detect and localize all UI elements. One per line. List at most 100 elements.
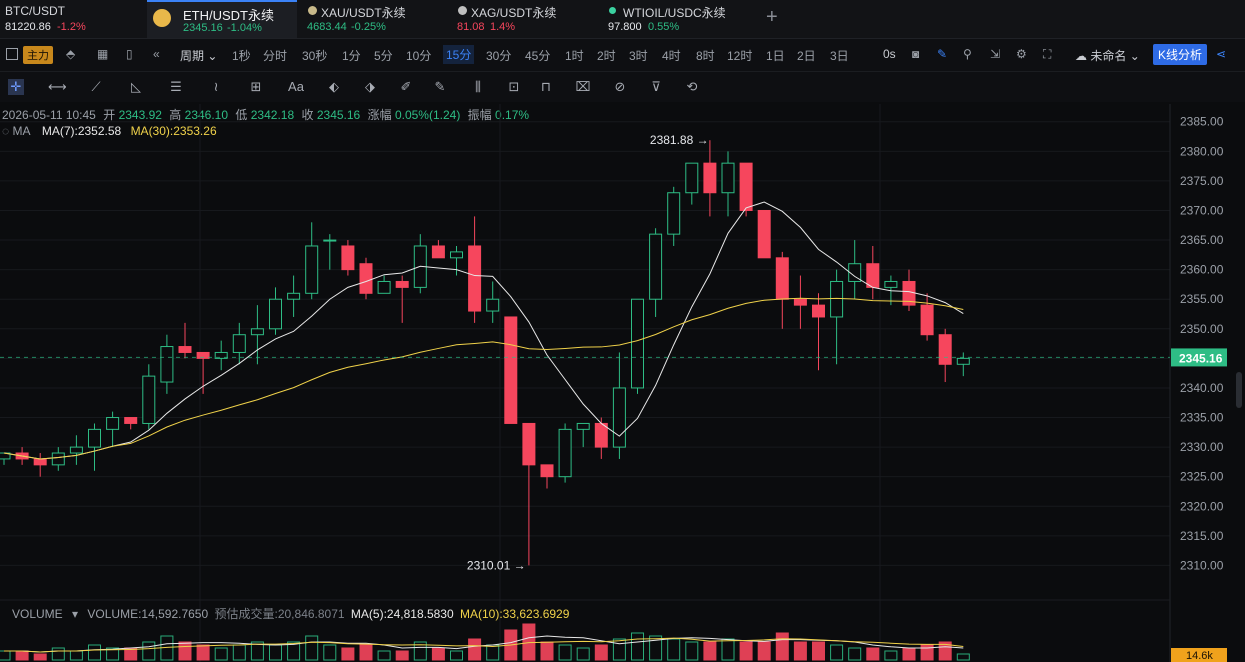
fullscreen-icon[interactable]: ⛶ bbox=[1043, 47, 1052, 61]
horizontal-line-icon[interactable]: ⟷ bbox=[48, 79, 67, 94]
highlight-icon[interactable]: ⬖ bbox=[329, 79, 339, 94]
interval-14[interactable]: 12时 bbox=[727, 49, 753, 63]
interval-4[interactable]: 5分 bbox=[374, 49, 393, 63]
candle-body bbox=[667, 192, 681, 235]
pencil-icon[interactable]: ✎ bbox=[434, 79, 446, 94]
volume-bar bbox=[848, 647, 862, 661]
volume-tag bbox=[1171, 648, 1227, 662]
volume-bar bbox=[667, 638, 681, 661]
layout-icon[interactable]: ▯ bbox=[126, 47, 133, 61]
interval-6[interactable]: 15分 bbox=[443, 45, 475, 64]
gold-icon bbox=[308, 6, 317, 15]
interval-15[interactable]: 1日 bbox=[766, 49, 785, 63]
camera-icon[interactable]: ◙ bbox=[912, 47, 920, 61]
visibility-icon[interactable]: ⊘ bbox=[614, 79, 626, 94]
filter-icon[interactable]: ⊽ bbox=[651, 79, 661, 94]
candle-body bbox=[920, 304, 934, 336]
period-dropdown[interactable]: 周期 ⌄ bbox=[180, 47, 217, 64]
sidebar-toggle-icon[interactable] bbox=[6, 48, 18, 60]
interval-10[interactable]: 2时 bbox=[597, 49, 616, 63]
volume-bar bbox=[830, 644, 844, 661]
interval-5[interactable]: 10分 bbox=[406, 49, 432, 63]
tab-wtioil[interactable]: WTIOIL/USDC永续 97.800 0.55% bbox=[606, 0, 756, 38]
kline-analysis-button[interactable]: K线分析 bbox=[1153, 44, 1208, 65]
sync-icon[interactable]: ⟲ bbox=[686, 79, 698, 94]
tab-xag[interactable]: XAG/USDT永续 81.08 1.4% bbox=[455, 0, 595, 38]
tab-price: 97.800 bbox=[608, 21, 642, 33]
indicator-icon[interactable]: ⬘ bbox=[66, 47, 76, 61]
volume-bar bbox=[486, 644, 500, 661]
close-label: 收 bbox=[301, 108, 314, 122]
edit-icon[interactable]: ✎ bbox=[937, 47, 948, 61]
tab-btc[interactable]: BTC/USDT 81220.86 -1.2% bbox=[0, 0, 142, 38]
tab-symbol: XAU/USDT永续 bbox=[321, 6, 406, 20]
export-icon[interactable]: ⇲ bbox=[990, 47, 1001, 61]
tab-eth[interactable]: ETH/USDT永续 2345.16 -1.04% bbox=[147, 0, 297, 38]
trash-icon[interactable]: ⌧ bbox=[575, 79, 591, 94]
interval-7[interactable]: 30分 bbox=[486, 49, 512, 63]
lock-icon[interactable]: ⊡ bbox=[508, 79, 520, 94]
text-icon[interactable]: Aa bbox=[288, 79, 304, 94]
layout-name-dropdown[interactable]: ☁ 未命名 ⌄ bbox=[1075, 47, 1140, 64]
bar-pattern-icon[interactable]: ⫼ bbox=[475, 79, 481, 94]
trend-line-icon[interactable]: ⟋ bbox=[91, 79, 101, 94]
alert-icon[interactable]: ⚲ bbox=[963, 47, 972, 61]
candle-body bbox=[576, 422, 590, 430]
angle-icon[interactable]: ◺ bbox=[131, 79, 141, 94]
tab-change: 0.55% bbox=[648, 21, 680, 33]
interval-2[interactable]: 30秒 bbox=[302, 49, 328, 63]
share-icon[interactable]: ⋖ bbox=[1216, 47, 1227, 61]
measure-icon[interactable]: ⊞ bbox=[250, 79, 262, 94]
main-force-button[interactable]: 主力 bbox=[23, 46, 53, 64]
chevron-down-icon[interactable]: ▾ bbox=[72, 607, 79, 621]
y-tick-label: 2315.00 bbox=[1180, 529, 1224, 543]
drawing-toolbar: ✛ ⟷ ⟋ ◺ ☰ ≀ ⊞ Aa ⬖ ⬗ ✐ ✎ ⫼ ⊡ ⊓ ⌧ ⊘ ⊽ ⟲ bbox=[0, 72, 1245, 102]
candle-body bbox=[323, 239, 337, 242]
parallel-channel-icon[interactable]: ☰ bbox=[170, 79, 182, 94]
volume-bar bbox=[250, 641, 264, 661]
tab-change: -1.04% bbox=[227, 22, 262, 34]
interval-9[interactable]: 1时 bbox=[565, 49, 584, 63]
brush-icon[interactable]: ⬗ bbox=[365, 79, 375, 94]
add-tab-button[interactable]: + bbox=[766, 6, 778, 28]
low-label: 低 bbox=[235, 108, 248, 122]
candle-body bbox=[341, 245, 355, 271]
tab-xau[interactable]: XAU/USDT永续 4683.44 -0.25% bbox=[305, 0, 445, 38]
high-annotation: 2381.88 → bbox=[650, 133, 709, 147]
volume-bar bbox=[558, 644, 572, 661]
interval-11[interactable]: 3时 bbox=[629, 49, 648, 63]
interval-1[interactable]: 分时 bbox=[263, 49, 288, 63]
interval-0[interactable]: 1秒 bbox=[232, 49, 251, 63]
tab-price: 2345.16 bbox=[183, 22, 223, 34]
period-label: 周期 bbox=[180, 49, 205, 63]
ma30-value: MA(30):2353.26 bbox=[130, 124, 217, 138]
interval-17[interactable]: 3日 bbox=[830, 49, 849, 63]
y-tick-label: 2370.00 bbox=[1180, 203, 1224, 217]
volume-tag-label: 14.6k bbox=[1186, 650, 1213, 662]
interval-8[interactable]: 45分 bbox=[525, 49, 551, 63]
volume-bar bbox=[902, 647, 916, 661]
interval-16[interactable]: 2日 bbox=[797, 49, 816, 63]
crosshair-icon[interactable]: ✛ bbox=[8, 79, 24, 95]
candle-body bbox=[142, 375, 156, 424]
eye-icon[interactable]: ◌ bbox=[2, 124, 10, 138]
candle-body bbox=[69, 446, 83, 454]
interval-12[interactable]: 4时 bbox=[662, 49, 681, 63]
magnet-icon[interactable]: ⊓ bbox=[540, 79, 552, 94]
settings-icon[interactable]: ⚙ bbox=[1016, 47, 1027, 61]
grid-icon[interactable]: ▦ bbox=[97, 47, 109, 61]
candle-body bbox=[739, 162, 753, 211]
tab-symbol: WTIOIL/USDC永续 bbox=[623, 6, 726, 20]
close-value: 2345.16 bbox=[316, 108, 361, 122]
collapse-left-icon[interactable]: « bbox=[153, 47, 160, 61]
interval-13[interactable]: 8时 bbox=[696, 49, 715, 63]
volume-ma10: MA(10):33,623.6929 bbox=[460, 607, 570, 621]
interval-3[interactable]: 1分 bbox=[342, 49, 361, 63]
candle-body bbox=[468, 245, 482, 312]
candle-body bbox=[830, 280, 844, 318]
tab-change: -1.2% bbox=[57, 21, 86, 33]
candle-body bbox=[214, 351, 228, 359]
ruler-icon[interactable]: ✐ bbox=[400, 79, 412, 94]
wave-icon[interactable]: ≀ bbox=[213, 79, 219, 94]
